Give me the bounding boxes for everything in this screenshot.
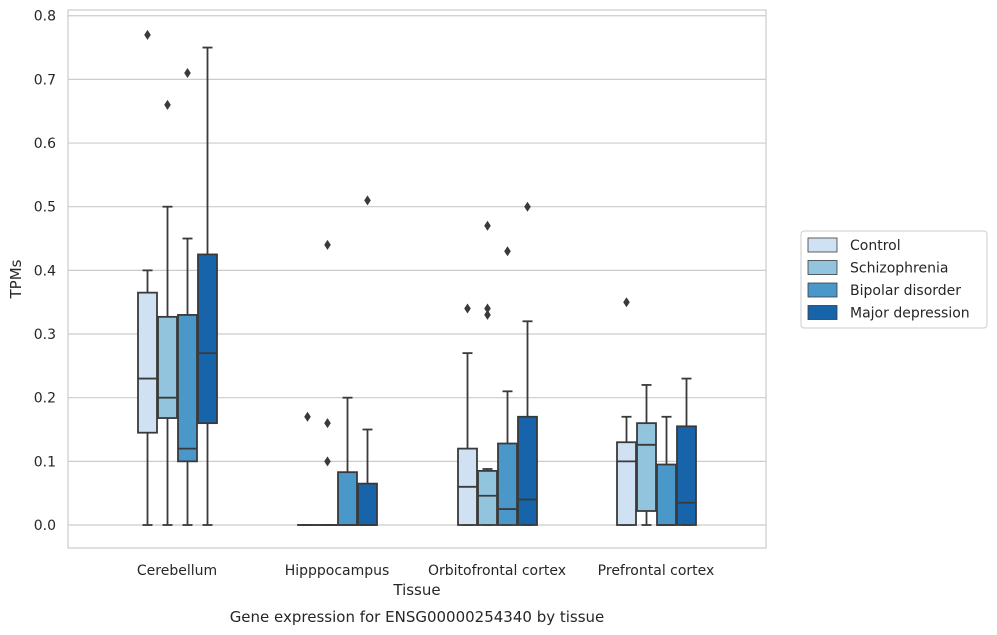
y-axis-label: TPMs bbox=[7, 259, 25, 299]
outlier-point bbox=[484, 220, 491, 231]
y-tick-label: 0.1 bbox=[34, 454, 56, 470]
boxplots bbox=[137, 29, 697, 526]
box-body bbox=[157, 315, 178, 419]
box-schizophrenia bbox=[317, 239, 338, 526]
outlier-point bbox=[364, 195, 371, 206]
box-schizophrenia bbox=[477, 220, 498, 526]
outlier-point bbox=[144, 29, 151, 40]
box-body bbox=[197, 253, 218, 425]
box-bipolar-disorder bbox=[177, 68, 198, 526]
outlier-point bbox=[164, 99, 171, 110]
y-tick-label: 0.4 bbox=[34, 263, 56, 279]
legend: Control Schizophrenia Bipolar disorder Majo… bbox=[800, 230, 988, 329]
x-tick-label: Orbitofrontal cortex bbox=[428, 563, 566, 579]
legend-label: Bipolar disorder bbox=[850, 283, 961, 299]
x-axis-ticks: Cerebellum Hipppocampus Orbitofrontal cort… bbox=[137, 563, 714, 579]
legend-label: Control bbox=[850, 238, 901, 254]
box-control bbox=[297, 411, 318, 526]
gridlines bbox=[68, 15, 766, 526]
outlier-point bbox=[504, 246, 511, 257]
outlier-point bbox=[324, 418, 331, 429]
legend-swatch bbox=[807, 260, 838, 275]
x-tick-label: Cerebellum bbox=[137, 563, 217, 579]
y-tick-label: 0.5 bbox=[34, 200, 56, 216]
y-tick-label: 0.8 bbox=[34, 9, 56, 25]
legend-label: Schizophrenia bbox=[850, 261, 948, 277]
legend-swatch bbox=[807, 305, 838, 320]
legend-swatch bbox=[807, 282, 838, 298]
outlier-point bbox=[623, 297, 630, 308]
box-schizophrenia bbox=[157, 99, 178, 526]
outlier-point bbox=[304, 411, 311, 422]
box-body bbox=[517, 415, 538, 526]
y-tick-label: 0.3 bbox=[34, 327, 56, 343]
box-body bbox=[357, 482, 378, 526]
box-body bbox=[676, 425, 697, 526]
box-body bbox=[636, 422, 657, 512]
box-body bbox=[656, 463, 677, 526]
y-tick-label: 0.7 bbox=[34, 72, 56, 88]
outlier-point bbox=[484, 303, 491, 314]
box-bipolar-disorder bbox=[497, 246, 518, 526]
box-major-depression bbox=[197, 46, 218, 526]
chart-caption: Gene expression for ENSG00000254340 by t… bbox=[230, 608, 605, 626]
plot-area-frame bbox=[67, 9, 767, 549]
box-schizophrenia bbox=[636, 384, 657, 526]
box-body bbox=[337, 471, 358, 526]
legend-frame bbox=[800, 230, 988, 329]
x-tick-label: Hipppocampus bbox=[285, 563, 390, 579]
outlier-point bbox=[484, 309, 491, 320]
box-body bbox=[616, 441, 637, 526]
box-control bbox=[137, 29, 158, 526]
outlier-point bbox=[324, 456, 331, 467]
box-bipolar-disorder bbox=[656, 415, 677, 526]
box-major-depression bbox=[517, 201, 538, 526]
box-body bbox=[177, 314, 198, 463]
box-major-depression bbox=[357, 195, 378, 526]
y-tick-label: 0.0 bbox=[34, 518, 56, 534]
box-control bbox=[457, 303, 478, 526]
box-body bbox=[137, 291, 158, 434]
legend-swatch bbox=[807, 237, 838, 253]
outlier-point bbox=[464, 303, 471, 314]
x-axis-label: Tissue bbox=[392, 581, 440, 599]
x-tick-label: Prefrontal cortex bbox=[598, 563, 715, 579]
legend-label: Major depression bbox=[850, 306, 970, 322]
y-tick-label: 0.2 bbox=[34, 391, 56, 407]
y-tick-label: 0.6 bbox=[34, 136, 56, 152]
box-control bbox=[616, 297, 637, 526]
y-axis-ticks: 0.0 0.1 0.2 0.3 0.4 0.5 0.6 0.7 0.8 bbox=[34, 9, 56, 534]
box-body bbox=[477, 469, 498, 526]
box-bipolar-disorder bbox=[337, 396, 358, 526]
outlier-point bbox=[524, 201, 531, 212]
box-body bbox=[497, 442, 518, 526]
outlier-point bbox=[184, 68, 191, 79]
outlier-point bbox=[324, 239, 331, 250]
box-major-depression bbox=[676, 377, 697, 526]
